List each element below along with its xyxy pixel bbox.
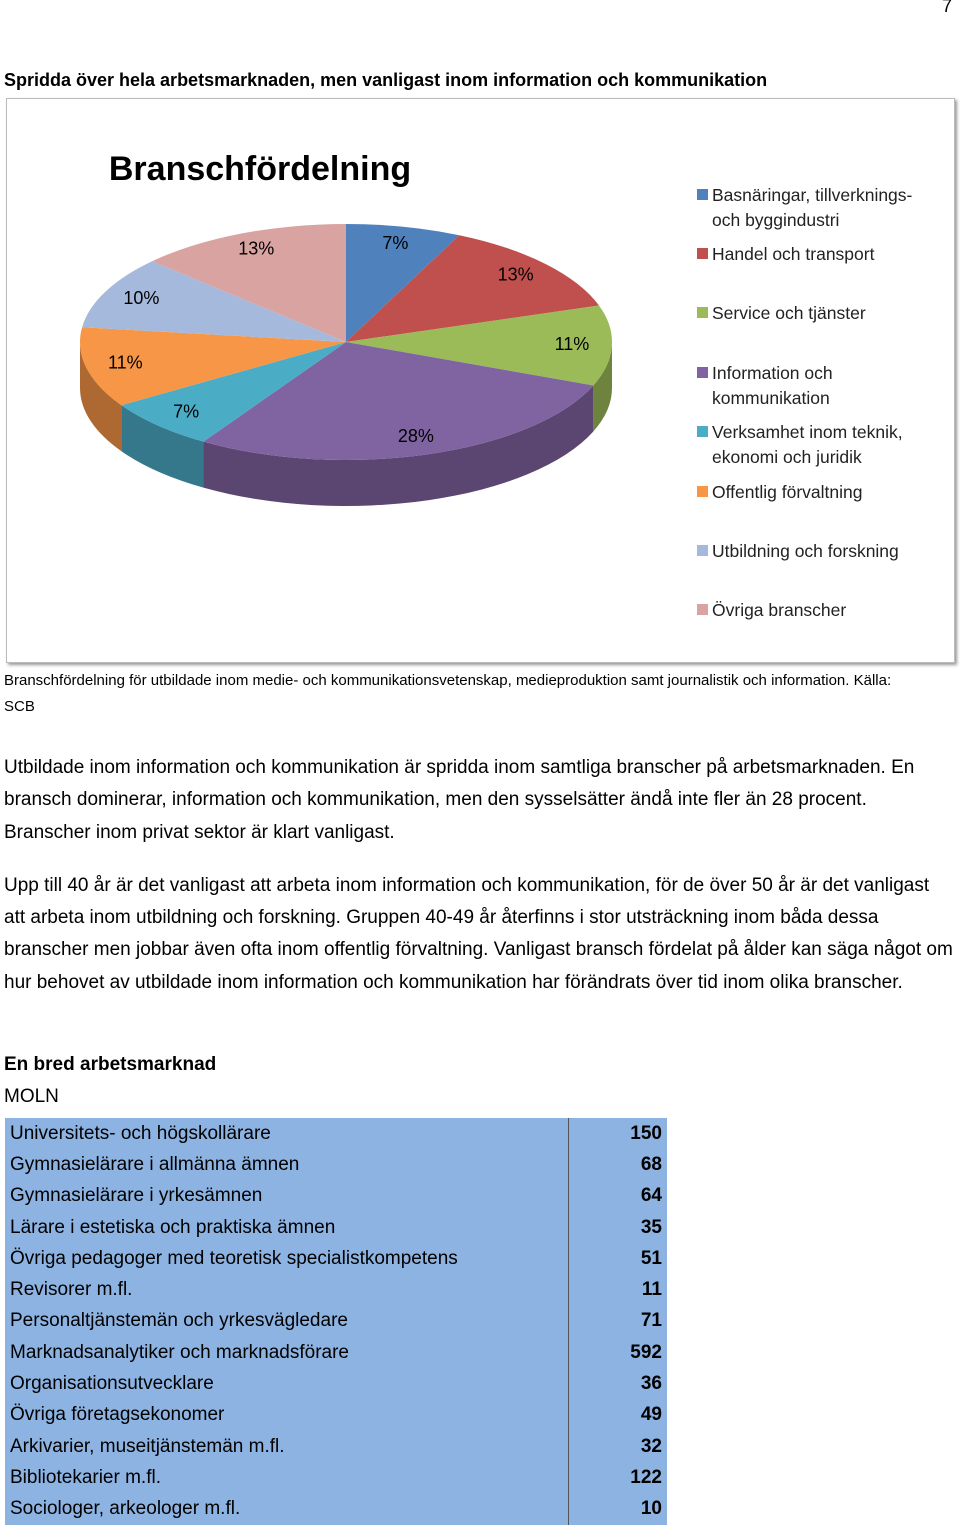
legend-swatch [697, 367, 708, 378]
data-label: 11% [555, 334, 590, 354]
legend-swatch [697, 189, 708, 200]
table-row: Bibliotekarier m.fl. 122 [5, 1462, 667, 1494]
legend-item: Övriga branscher [697, 598, 937, 623]
table-row: Revisorer m.fl. 11 [5, 1274, 667, 1306]
section-subtitle: MOLN [4, 1086, 59, 1107]
table-label: Gymnasielärare i allmänna ämnen [5, 1149, 569, 1181]
table-value: 122 [568, 1462, 667, 1494]
legend-label: Offentlig förvaltning [712, 482, 863, 502]
legend-swatch [697, 545, 708, 556]
legend-label: Verksamhet inom teknik, ekonomi och juri… [712, 422, 903, 467]
table-value: 64 [568, 1180, 667, 1212]
table-row: Gymnasielärare i allmänna ämnen 68 [5, 1149, 667, 1181]
legend-label: Information och kommunikation [712, 363, 833, 408]
legend-item: Information och kommunikation [697, 361, 937, 411]
chart: Branschfördelning 7% 13% 11% 28% 7% 11% 10% 13% [80, 150, 612, 506]
pie-slice [203, 342, 594, 460]
table-label: Universitets- och högskollärare [5, 1118, 569, 1150]
table-row: Lärare i estetiska och praktiska ämnen 35 [5, 1211, 667, 1244]
table-row: Arkivarier, museitjänstemän m.fl. 32 [5, 1430, 667, 1463]
legend-item: Handel och transport [697, 242, 937, 267]
table-row: Sociologer, arkeologer m.fl. 10 [5, 1493, 667, 1525]
table-label: Övriga företagsekonomer [5, 1399, 569, 1431]
legend-swatch [697, 426, 708, 437]
pie-slice [82, 261, 347, 342]
table-label: Marknadsanalytiker och marknadsförare [5, 1337, 569, 1369]
caption: Branschfördelning för utbildade inom med… [4, 672, 892, 715]
data-label: 7% [173, 402, 199, 422]
table-value: 71 [568, 1305, 667, 1338]
chart-frame [6, 98, 955, 663]
table-label: Organisationsutvecklare [5, 1368, 569, 1400]
pie-slice [346, 305, 612, 386]
data-label: 28% [398, 426, 434, 446]
table-row: Organisationsutvecklare 36 [5, 1368, 667, 1400]
table-label: Lärare i estetiska och praktiska ämnen [5, 1211, 569, 1244]
table-label: Bibliotekarier m.fl. [5, 1462, 569, 1494]
table-label: Revisorer m.fl. [5, 1274, 569, 1306]
table-label: Arkivarier, museitjänstemän m.fl. [5, 1430, 569, 1463]
table-value: 10 [568, 1493, 667, 1525]
body-text: Utbildade inom information och kommunika… [4, 752, 954, 999]
table-value: 11 [568, 1274, 667, 1306]
table-row: Övriga företagsekonomer 49 [5, 1399, 667, 1431]
legend-label: Handel och transport [712, 244, 875, 264]
data-label: 11% [108, 353, 143, 373]
table-row: Universitets- och högskollärare 150 [5, 1118, 667, 1150]
pie-slice [346, 224, 460, 342]
paragraph: Utbildade inom information och kommunika… [4, 757, 915, 843]
table-label: Sociologer, arkeologer m.fl. [5, 1493, 569, 1525]
table-value: 35 [568, 1211, 667, 1244]
table: Universitets- och högskollärare 150 Gymnas… [5, 1118, 667, 1525]
section-title: En bred arbetsmarknad [4, 1054, 217, 1075]
table-row: Övriga pedagoger med teoretisk specialis… [5, 1243, 667, 1275]
pie-side [593, 342, 612, 432]
table-label: Gymnasielärare i yrkesämnen [5, 1180, 569, 1212]
table-label: Personaltjänstemän och yrkesvägledare [5, 1305, 569, 1338]
table-value: 68 [568, 1149, 667, 1181]
page-number: 7 [941, 0, 952, 16]
data-label: 13% [238, 239, 274, 259]
legend-label: Övriga branscher [712, 600, 847, 620]
pie-slice [121, 342, 346, 442]
legend-item: Verksamhet inom teknik, ekonomi och juri… [697, 420, 937, 470]
legend-item: Utbildning och forskning [697, 539, 937, 564]
chart-title: Branschfördelning [109, 150, 411, 188]
legend-swatch [697, 486, 708, 497]
pie-slice [346, 235, 599, 342]
table-value: 592 [568, 1337, 667, 1369]
legend-swatch [697, 248, 708, 259]
legend-label: Service och tjänster [712, 303, 866, 323]
data-label: 13% [498, 264, 534, 284]
paragraph: Upp till 40 år är det vanligast att arbe… [4, 874, 953, 993]
legend-label: Basnäringar, tillverknings- och byggindu… [712, 185, 913, 230]
pie-side [80, 342, 122, 452]
table-row: Personaltjänstemän och yrkesvägledare 71 [5, 1305, 667, 1338]
legend-item: Service och tjänster [697, 301, 937, 326]
heading: Spridda över hela arbetsmarknaden, men v… [4, 70, 768, 90]
table-value: 32 [568, 1430, 667, 1463]
pie-slice [80, 327, 347, 406]
data-label: 7% [382, 233, 408, 253]
pie-slice [152, 224, 346, 342]
table-row: Marknadsanalytiker och marknadsförare 592 [5, 1337, 667, 1369]
legend-item: Offentlig förvaltning [697, 480, 937, 505]
table-row: Gymnasielärare i yrkesämnen 64 [5, 1180, 667, 1212]
pie-side [203, 385, 594, 506]
table-value: 51 [568, 1243, 667, 1275]
table-value: 36 [568, 1368, 667, 1400]
legend-swatch [697, 604, 708, 615]
table-value: 150 [568, 1118, 667, 1150]
legend-item: Basnäringar, tillverknings- och byggindu… [697, 183, 937, 233]
legend-swatch [697, 307, 708, 318]
table-value: 49 [568, 1399, 667, 1431]
data-label: 10% [123, 288, 159, 308]
legend-label: Utbildning och forskning [712, 541, 899, 561]
pie-side [121, 405, 204, 488]
table-label: Övriga pedagoger med teoretisk specialis… [5, 1243, 569, 1275]
